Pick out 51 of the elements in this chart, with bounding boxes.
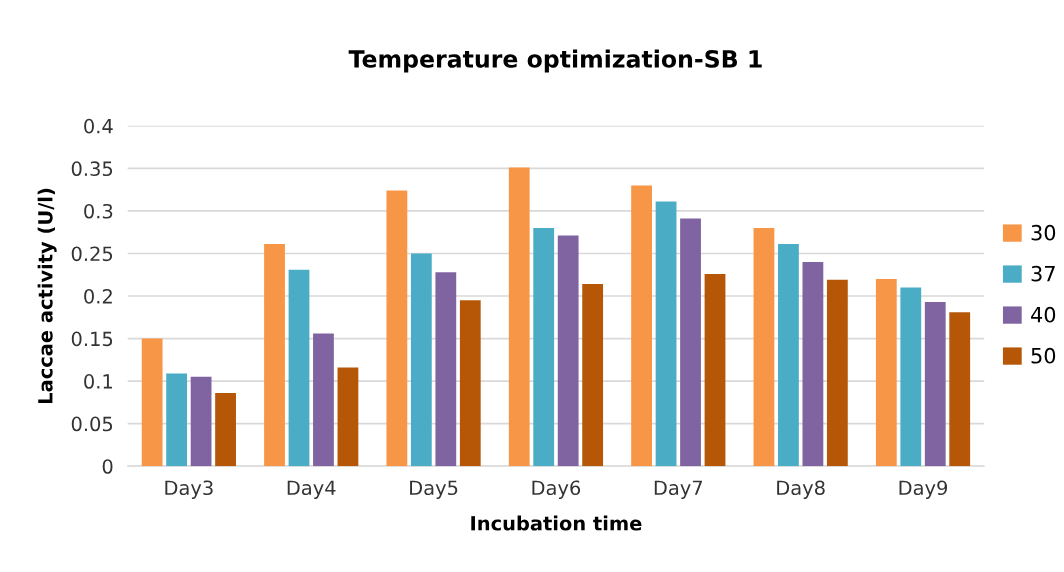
- bar: [900, 287, 922, 467]
- bar: [435, 272, 457, 467]
- bar: [215, 393, 236, 467]
- x-tick-label: Day8: [777, 480, 825, 499]
- bar: [264, 244, 285, 467]
- y-tick-label: 0.3: [84, 203, 113, 219]
- bar: [337, 367, 359, 467]
- x-tick-label: Day3: [165, 480, 213, 499]
- y-tick-label: 0.25: [71, 246, 113, 262]
- bar: [386, 190, 408, 467]
- bar: [753, 227, 775, 467]
- x-tick-label: Day4: [287, 480, 336, 499]
- x-tick-label: Day5: [410, 480, 458, 499]
- bar: [459, 300, 481, 467]
- y-tick-label: 0.35: [71, 161, 113, 177]
- legend-label: 37: [1031, 265, 1055, 282]
- bar: [655, 201, 677, 467]
- x-tick-label: Day6: [532, 480, 581, 499]
- bar: [190, 376, 212, 467]
- bar: [778, 244, 799, 467]
- x-axis-title: Incubation time: [471, 515, 642, 531]
- y-axis-title: Laccae activity (U/l): [37, 188, 57, 404]
- bar: [949, 312, 971, 467]
- bar: [924, 301, 946, 467]
- bar: [508, 167, 530, 467]
- y-tick-label: 0.15: [71, 331, 113, 347]
- bar: [166, 373, 188, 467]
- y-tick-label: 0: [102, 459, 113, 474]
- bar: [826, 279, 848, 467]
- legend-label: 50: [1031, 347, 1056, 364]
- bar: [582, 284, 604, 467]
- bar: [533, 227, 555, 467]
- y-tick-label: 0.1: [84, 374, 112, 389]
- x-tick-label: Day7: [654, 480, 703, 499]
- x-tick-label: Day9: [899, 480, 948, 499]
- bar: [680, 218, 701, 467]
- bar: [557, 235, 579, 467]
- bar: [802, 261, 824, 467]
- bar: [875, 278, 897, 467]
- bar: [141, 338, 163, 467]
- legend-label: 40: [1031, 306, 1056, 323]
- bar: [410, 253, 432, 467]
- bar: [704, 273, 726, 467]
- y-tick-label: 0.05: [71, 416, 113, 432]
- y-tick-label: 0.2: [84, 288, 112, 304]
- y-tick-label: 0.4: [84, 118, 113, 134]
- chart-title: Temperature optimization-SB 1: [348, 49, 762, 73]
- legend-label: 30: [1031, 224, 1056, 241]
- bar: [313, 333, 334, 467]
- bar: [631, 185, 652, 467]
- bar: [288, 269, 310, 467]
